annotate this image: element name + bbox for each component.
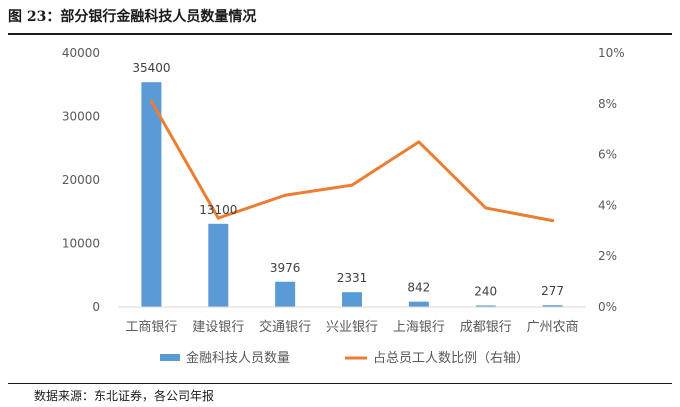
ratio-point: [417, 140, 421, 144]
ratio-point: [484, 206, 488, 210]
y-left-tick-label: 20000: [62, 173, 100, 187]
bar-data-label: 35400: [132, 61, 170, 75]
ratio-point: [283, 193, 287, 197]
source-note: 数据来源：东北证券，各公司年报: [34, 389, 215, 403]
x-tick-label: 建设银行: [192, 320, 244, 335]
y-left-tick-label: 40000: [62, 46, 100, 60]
bar: [141, 82, 162, 308]
bar-data-label: 842: [407, 281, 430, 295]
bar: [475, 305, 496, 307]
y-right-tick-label: 10%: [598, 46, 625, 60]
bar: [275, 281, 296, 307]
bar: [208, 223, 229, 307]
y-right-tick-label: 0%: [598, 300, 617, 314]
bar-data-label: 3976: [270, 261, 301, 275]
y-right-tick-label: 6%: [598, 148, 617, 162]
bar-data-label: 2331: [337, 271, 368, 285]
ratio-point: [149, 99, 153, 103]
x-tick-label: 交通银行: [259, 319, 311, 335]
bar: [408, 301, 429, 307]
bar-data-label: 13100: [199, 203, 237, 217]
y-right-tick-label: 4%: [598, 198, 617, 212]
ratio-point: [216, 216, 220, 220]
y-right-tick-label: 2%: [598, 249, 617, 263]
ratio-point: [551, 219, 555, 223]
source-rule: [8, 383, 672, 384]
legend-bar-swatch: [160, 354, 180, 361]
y-left-tick-label: 10000: [62, 237, 100, 251]
bar-data-label: 277: [541, 284, 564, 298]
bar: [342, 292, 362, 307]
y-right-tick-label: 8%: [598, 97, 617, 111]
legend-bar-label: 金融科技人员数量: [186, 350, 290, 366]
x-tick-label: 上海银行: [393, 320, 445, 335]
bar: [542, 305, 563, 307]
x-tick-label: 成都银行: [460, 320, 512, 335]
y-left-tick-label: 30000: [62, 110, 100, 124]
bar-data-label: 240: [474, 284, 497, 298]
y-left-tick-label: 0: [92, 300, 100, 314]
legend-line-label: 占总员工人数比例（右轴）: [373, 351, 529, 366]
x-tick-label: 广州农商: [527, 320, 579, 335]
title-rule: [8, 33, 672, 35]
figure-title: 图 23：部分银行金融科技人员数量情况: [8, 9, 257, 25]
ratio-point: [350, 183, 354, 187]
x-tick-label: 工商银行: [125, 320, 177, 335]
x-tick-label: 兴业银行: [326, 320, 378, 335]
